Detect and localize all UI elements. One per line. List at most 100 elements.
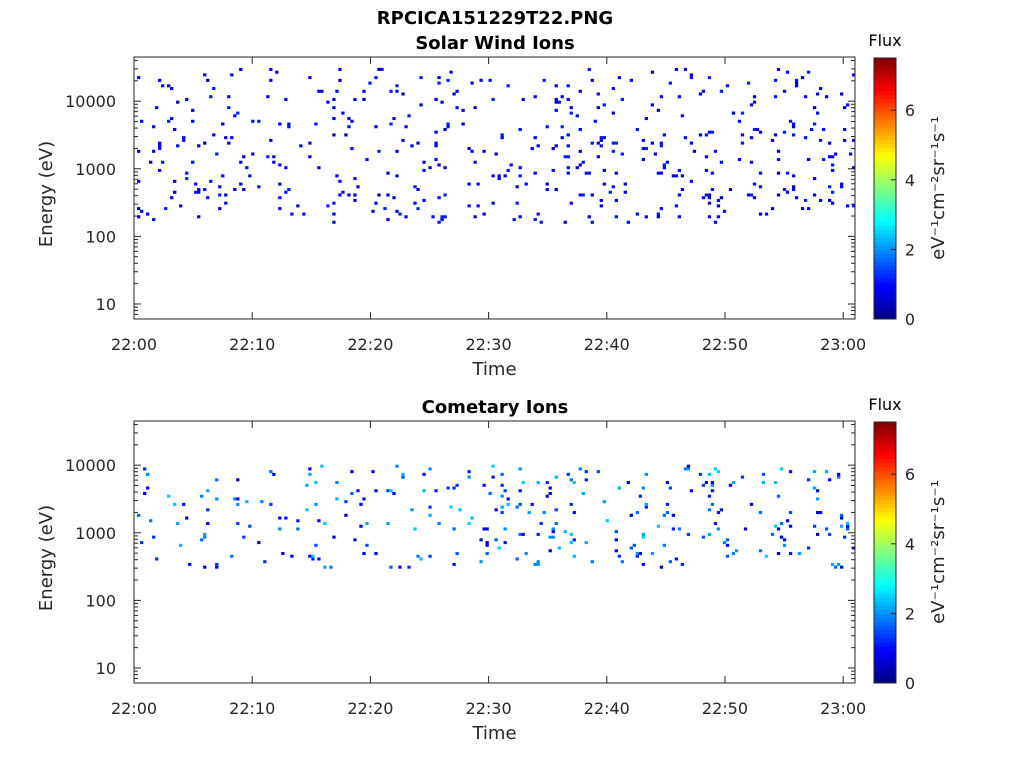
spectrogram-cell-236 [509,163,513,167]
spectrogram-cell-120 [332,106,336,110]
spectrogram-cell-495 [852,73,856,77]
spectrogram-cell-204 [635,511,639,515]
spectrogram-cell-231 [686,467,691,471]
spectrogram-cell-128 [341,190,345,194]
spectrogram-cell-397 [719,160,724,164]
spectrogram-cell-166 [551,535,555,539]
spectrogram-cell-185 [584,541,588,545]
spectrogram-cell-52 [209,95,213,99]
spectrogram-cell-140 [356,185,360,189]
spectrogram-cell-360 [677,215,682,219]
spectrogram-cell-45 [281,552,285,556]
spectrogram-cell-448 [794,196,799,200]
spectrogram-cell-179 [572,554,576,558]
spectrogram-cell-316 [611,141,615,145]
y-tick-label-2: 1000 [75,524,116,543]
spectrogram-cell-417 [752,100,757,104]
spectrogram-cell-48 [203,73,207,77]
spectrogram-cell-71 [236,111,240,115]
spectrogram-cell-136 [353,198,357,202]
spectrogram-cell-359 [674,67,679,71]
spectrogram-cell-295 [590,220,594,224]
colorbar-swatch-24 [874,581,896,586]
spectrogram-cell-404 [737,119,742,123]
spectrogram-cell-49 [206,196,210,200]
colorbar-tick-label-0: 0 [905,674,915,693]
spectrogram-cell-60 [221,122,225,126]
spectrogram-cell-46 [284,516,288,520]
spectrogram-cell-457 [806,207,811,211]
colorbar-swatch-35 [874,536,896,541]
spectrogram-cell-182 [572,481,576,485]
spectrogram-cell-305 [839,524,844,528]
spectrogram-cell-187 [434,141,438,145]
spectrogram-cell-143 [515,505,519,509]
y-tick-label-0: 10 [96,659,116,678]
spectrogram-cell-289 [812,470,817,474]
spectrogram-cell-431 [776,171,781,175]
spectrogram-cell-11 [152,125,156,129]
cometary-ions-plot-frame [133,420,856,684]
spectrogram-cell-255 [545,188,549,192]
spectrogram-cell-139 [353,97,357,101]
spectrogram-cell-344 [656,171,661,175]
spectrogram-cell-262 [554,108,558,112]
spectrogram-cell-83 [374,489,378,493]
spectrogram-cell-123 [485,543,489,547]
colorbar-swatch-45 [874,495,896,500]
spectrogram-cell-99 [287,188,291,192]
spectrogram-cell-54 [308,467,312,471]
spectrogram-cell-329 [629,78,633,82]
spectrogram-cell-109 [452,527,456,531]
spectrogram-cell-173 [563,530,567,534]
spectrogram-cell-456 [803,95,808,99]
colorbar-swatch-7 [874,286,896,291]
spectrogram-cell-195 [440,218,444,222]
spectrogram-cell-405 [740,141,745,145]
colorbar-swatch-48 [874,119,896,124]
spectrogram-cell-229 [683,467,688,471]
spectrogram-cell-200 [629,513,633,517]
colorbar-swatch-59 [874,74,896,79]
spectrogram-cell-148 [521,532,525,536]
colorbar-swatch-26 [874,572,896,578]
spectrogram-cell-373 [692,149,697,153]
spectrogram-cell-283 [788,470,793,474]
spectrogram-cell-22 [167,84,171,88]
spectrogram-cell-242 [518,166,522,170]
spectrogram-cell-292 [587,215,591,219]
spectrogram-cell-160 [392,117,396,121]
spectrogram-cell-226 [491,174,495,178]
spectrogram-cell-280 [788,552,793,556]
spectrogram-cell-197 [620,560,624,564]
spectrogram-cell-377 [701,89,706,93]
spectrogram-cell-189 [596,470,600,474]
colorbar-swatch-24 [874,217,896,222]
spectrogram-cell-95 [278,122,282,126]
colorbar-swatch-32 [874,548,896,553]
colorbar-swatch-17 [874,609,896,615]
solar-wind-ions-colorbar-label: eV⁻¹cm⁻²sr⁻¹s⁻¹ [928,116,949,260]
spectrogram-cell-2 [143,491,147,495]
spectrogram-cell-61 [224,201,228,205]
spectrogram-cell-19 [161,84,165,88]
spectrogram-cell-227 [677,527,682,531]
spectrogram-cell-336 [644,147,649,151]
spectrogram-cell-423 [758,130,763,134]
spectrogram-cell-315 [611,149,615,153]
colorbar-swatch-42 [874,143,896,149]
spectrogram-cell-29 [176,144,180,148]
spectrogram-cell-202 [446,125,450,129]
spectrogram-cell-285 [578,163,582,167]
spectrogram-cell-172 [410,144,414,148]
spectrogram-cell-115 [467,475,471,479]
colorbar-swatch-32 [874,184,896,189]
spectrogram-cell-403 [737,157,742,162]
x-tick-label-0: 22:00 [111,335,157,354]
spectrogram-cell-320 [614,198,618,202]
spectrogram-cell-392 [713,149,718,153]
colorbar-swatch-13 [874,261,896,267]
spectrogram-cell-106 [308,155,312,159]
spectrogram-cell-277 [782,543,787,547]
spectrogram-cell-149 [377,193,381,197]
